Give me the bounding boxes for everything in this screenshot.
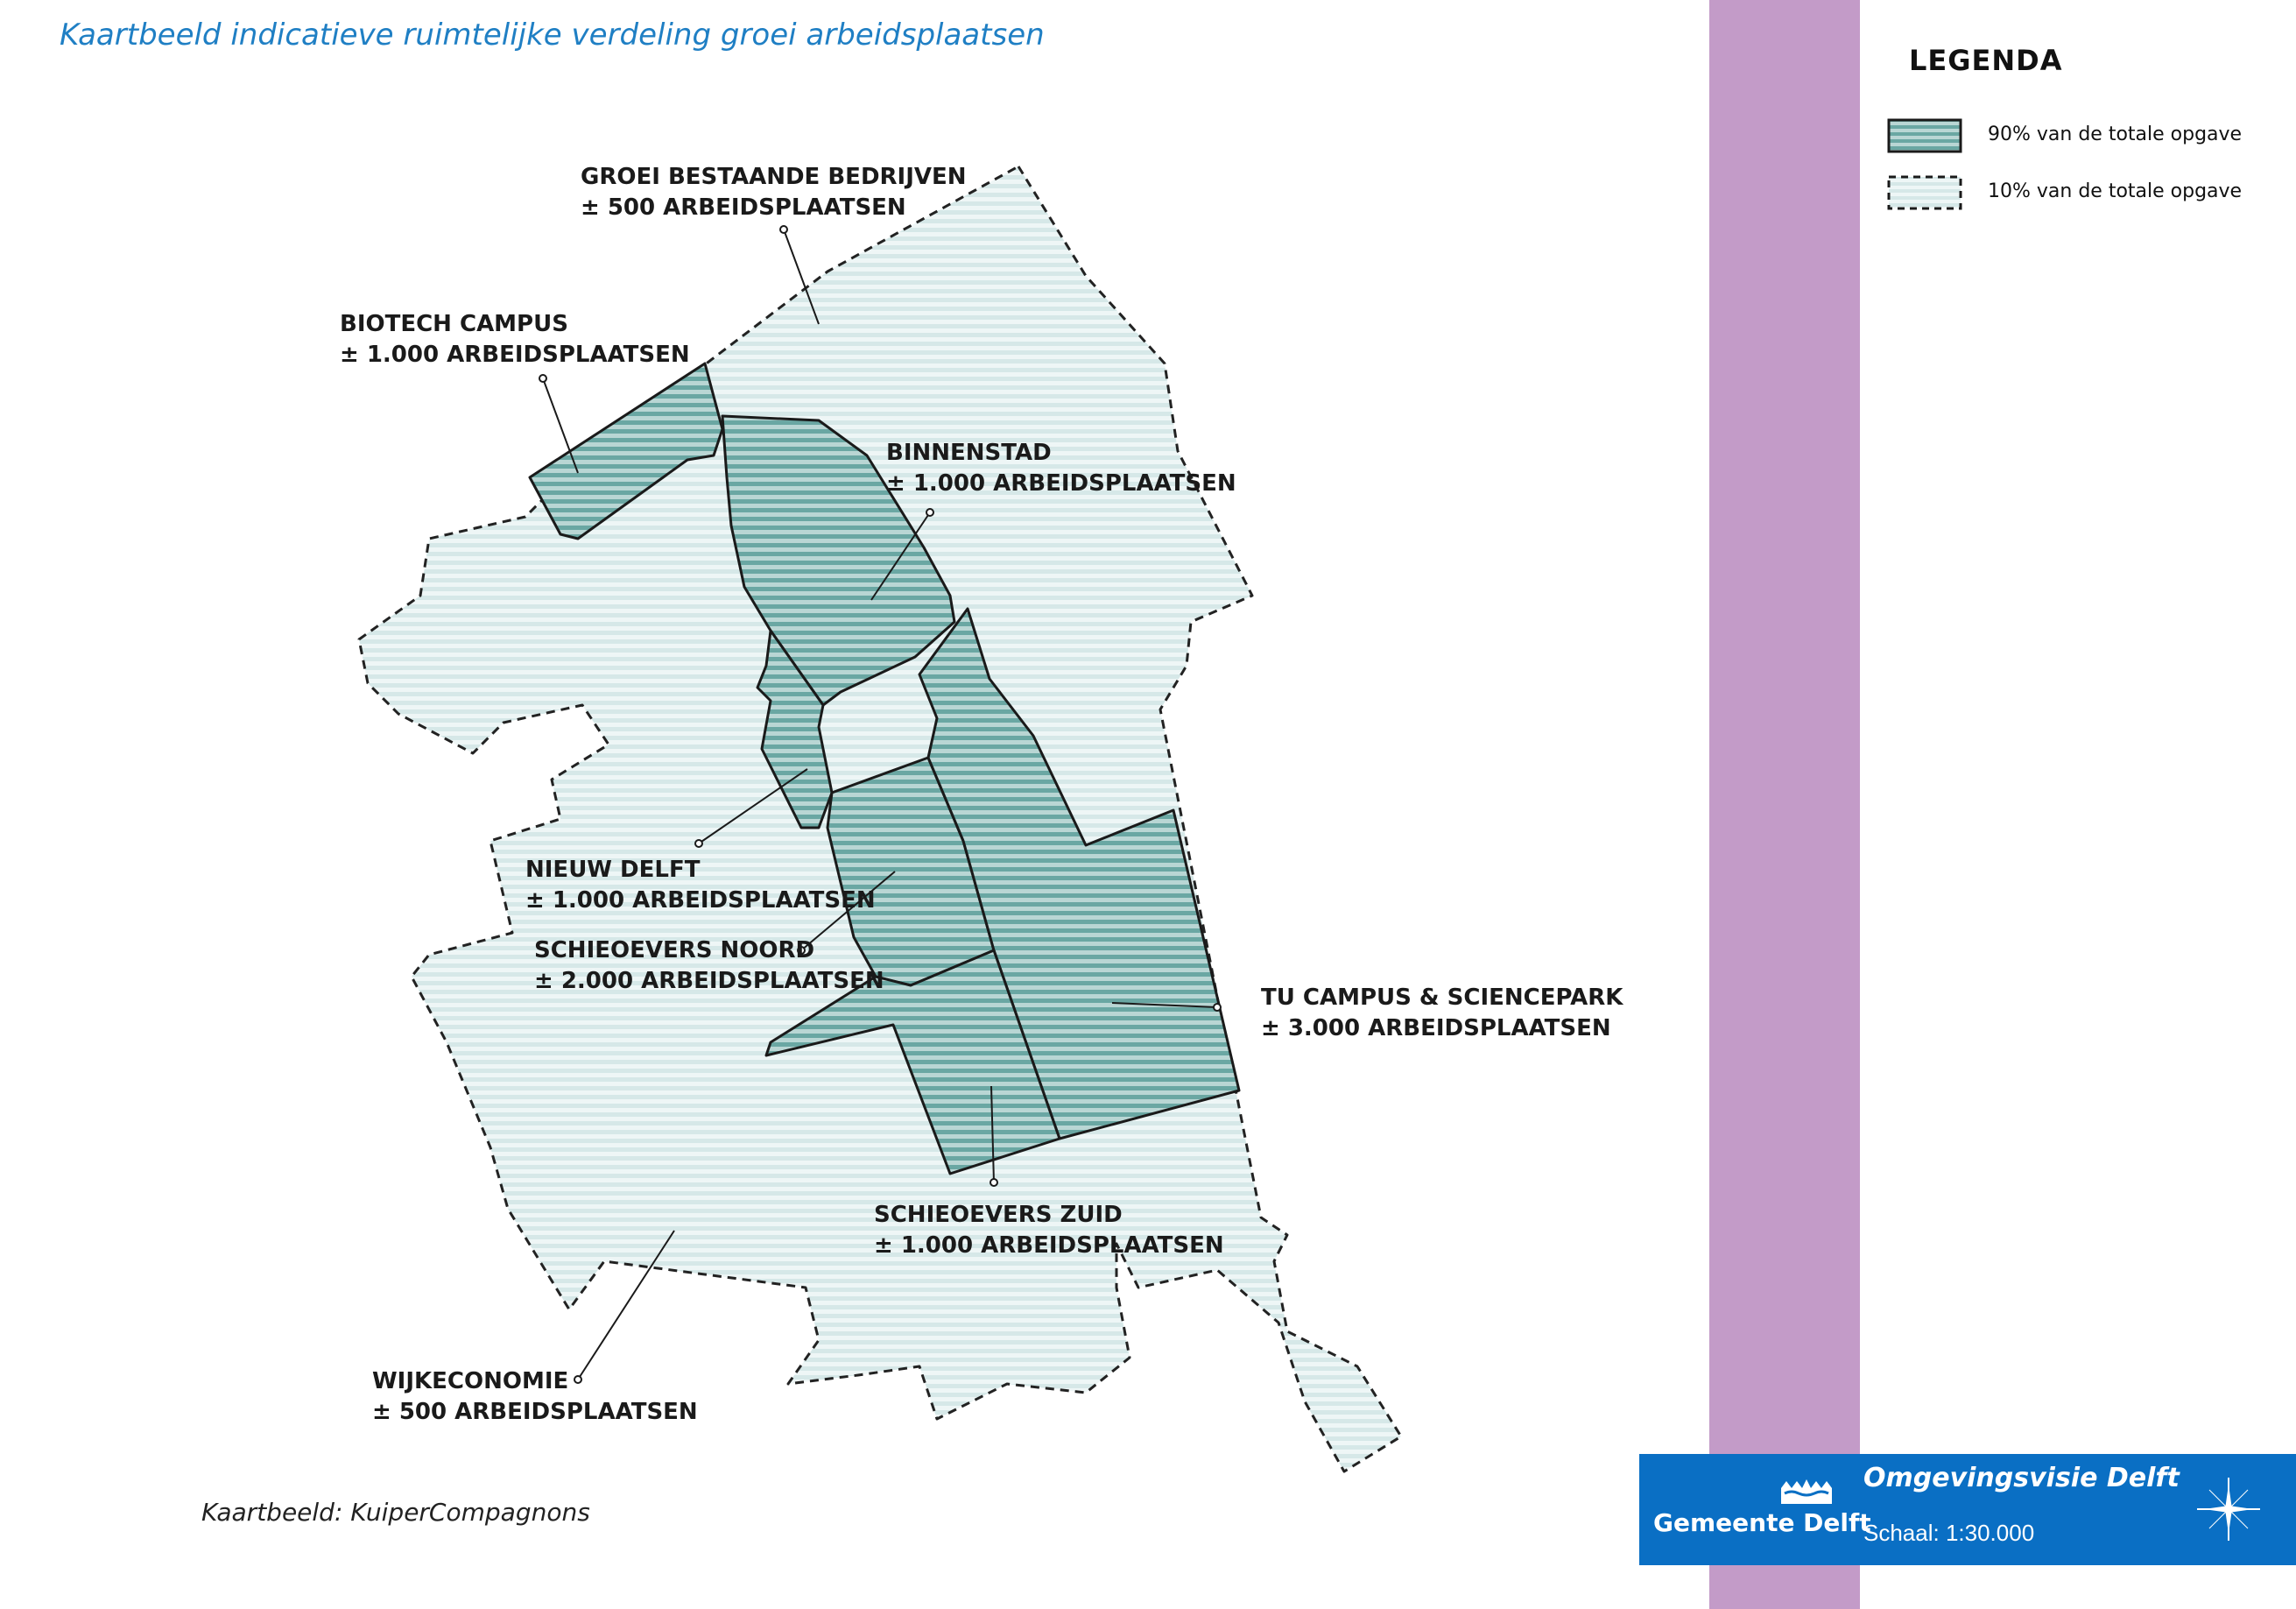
map (357, 165, 1403, 1473)
label-groei-bestaande-bedrijven: GROEI BESTAANDE BEDRIJVEN ± 500 ARBEIDSP… (581, 164, 967, 221)
leader-dot-binnenstad (926, 508, 934, 517)
label-schieoevers-noord: SCHIEOEVERS NOORD ± 2.000 ARBEIDSPLAATSE… (534, 937, 884, 994)
purple-band (1709, 0, 1860, 1609)
legend-swatch-dashed (1887, 175, 1962, 210)
brand-name: Gemeente Delft (1653, 1508, 1871, 1537)
leader-binnenstad (870, 512, 931, 601)
leader-schieoevers-zuid (990, 1085, 995, 1183)
page-title: Kaartbeeld indicatieve ruimtelijke verde… (60, 18, 1045, 53)
leader-tu-campus (1111, 1002, 1218, 1008)
leader-nieuw-delft (698, 768, 808, 844)
label-tu-campus-sciencepark: TU CAMPUS & SCIENCEPARK ± 3.000 ARBEIDSP… (1261, 984, 1623, 1041)
area-biotech-campus (528, 362, 724, 540)
compass-icon (2197, 1478, 2260, 1541)
area-schieoevers-zuid (764, 949, 1061, 1175)
leader-wijkeconomie (577, 1230, 675, 1380)
footer-title: Omgevingsvisie Delft (1863, 1463, 2180, 1493)
label-schieoevers-zuid: SCHIEOEVERS ZUID ± 1.000 ARBEIDSPLAATSEN (874, 1202, 1224, 1259)
legend-title: LEGENDA (1909, 44, 2063, 77)
legend-label-solid: 90% van de totale opgave (1988, 123, 2243, 145)
legend-label-dashed: 10% van de totale opgave (1988, 180, 2243, 202)
leader-dot-schieoevers-zuid (990, 1178, 998, 1187)
leader-dot-nieuw-delft (694, 839, 703, 848)
leader-schieoevers-noord (800, 871, 896, 951)
leader-dot-biotech (539, 374, 547, 383)
leader-biotech (542, 378, 579, 474)
gemeente-delft-logo-icon (1781, 1479, 1832, 1504)
label-wijkeconomie: WIJKECONOMIE ± 500 ARBEIDSPLAATSEN (372, 1368, 698, 1425)
label-biotech-campus: BIOTECH CAMPUS ± 1.000 ARBEIDSPLAATSEN (340, 311, 690, 368)
leader-dot-wijkeconomie (574, 1375, 582, 1384)
leader-dot-groei (779, 225, 788, 234)
map-credit: Kaartbeeld: KuiperCompagnons (201, 1498, 590, 1527)
area-nieuw-delft (756, 629, 834, 829)
leader-dot-schieoevers-noord (797, 946, 806, 955)
legend-swatch-solid (1887, 118, 1962, 153)
footer-scale: Schaal: 1:30.000 (1863, 1520, 2035, 1546)
leader-groei (783, 229, 820, 325)
area-binnenstad (721, 414, 956, 707)
footer-bar (1639, 1454, 2296, 1565)
leader-dot-tu-campus (1213, 1003, 1222, 1012)
label-nieuw-delft: NIEUW DELFT ± 1.000 ARBEIDSPLAATSEN (525, 857, 876, 914)
label-binnenstad: BINNENSTAD ± 1.000 ARBEIDSPLAATSEN (886, 440, 1236, 497)
